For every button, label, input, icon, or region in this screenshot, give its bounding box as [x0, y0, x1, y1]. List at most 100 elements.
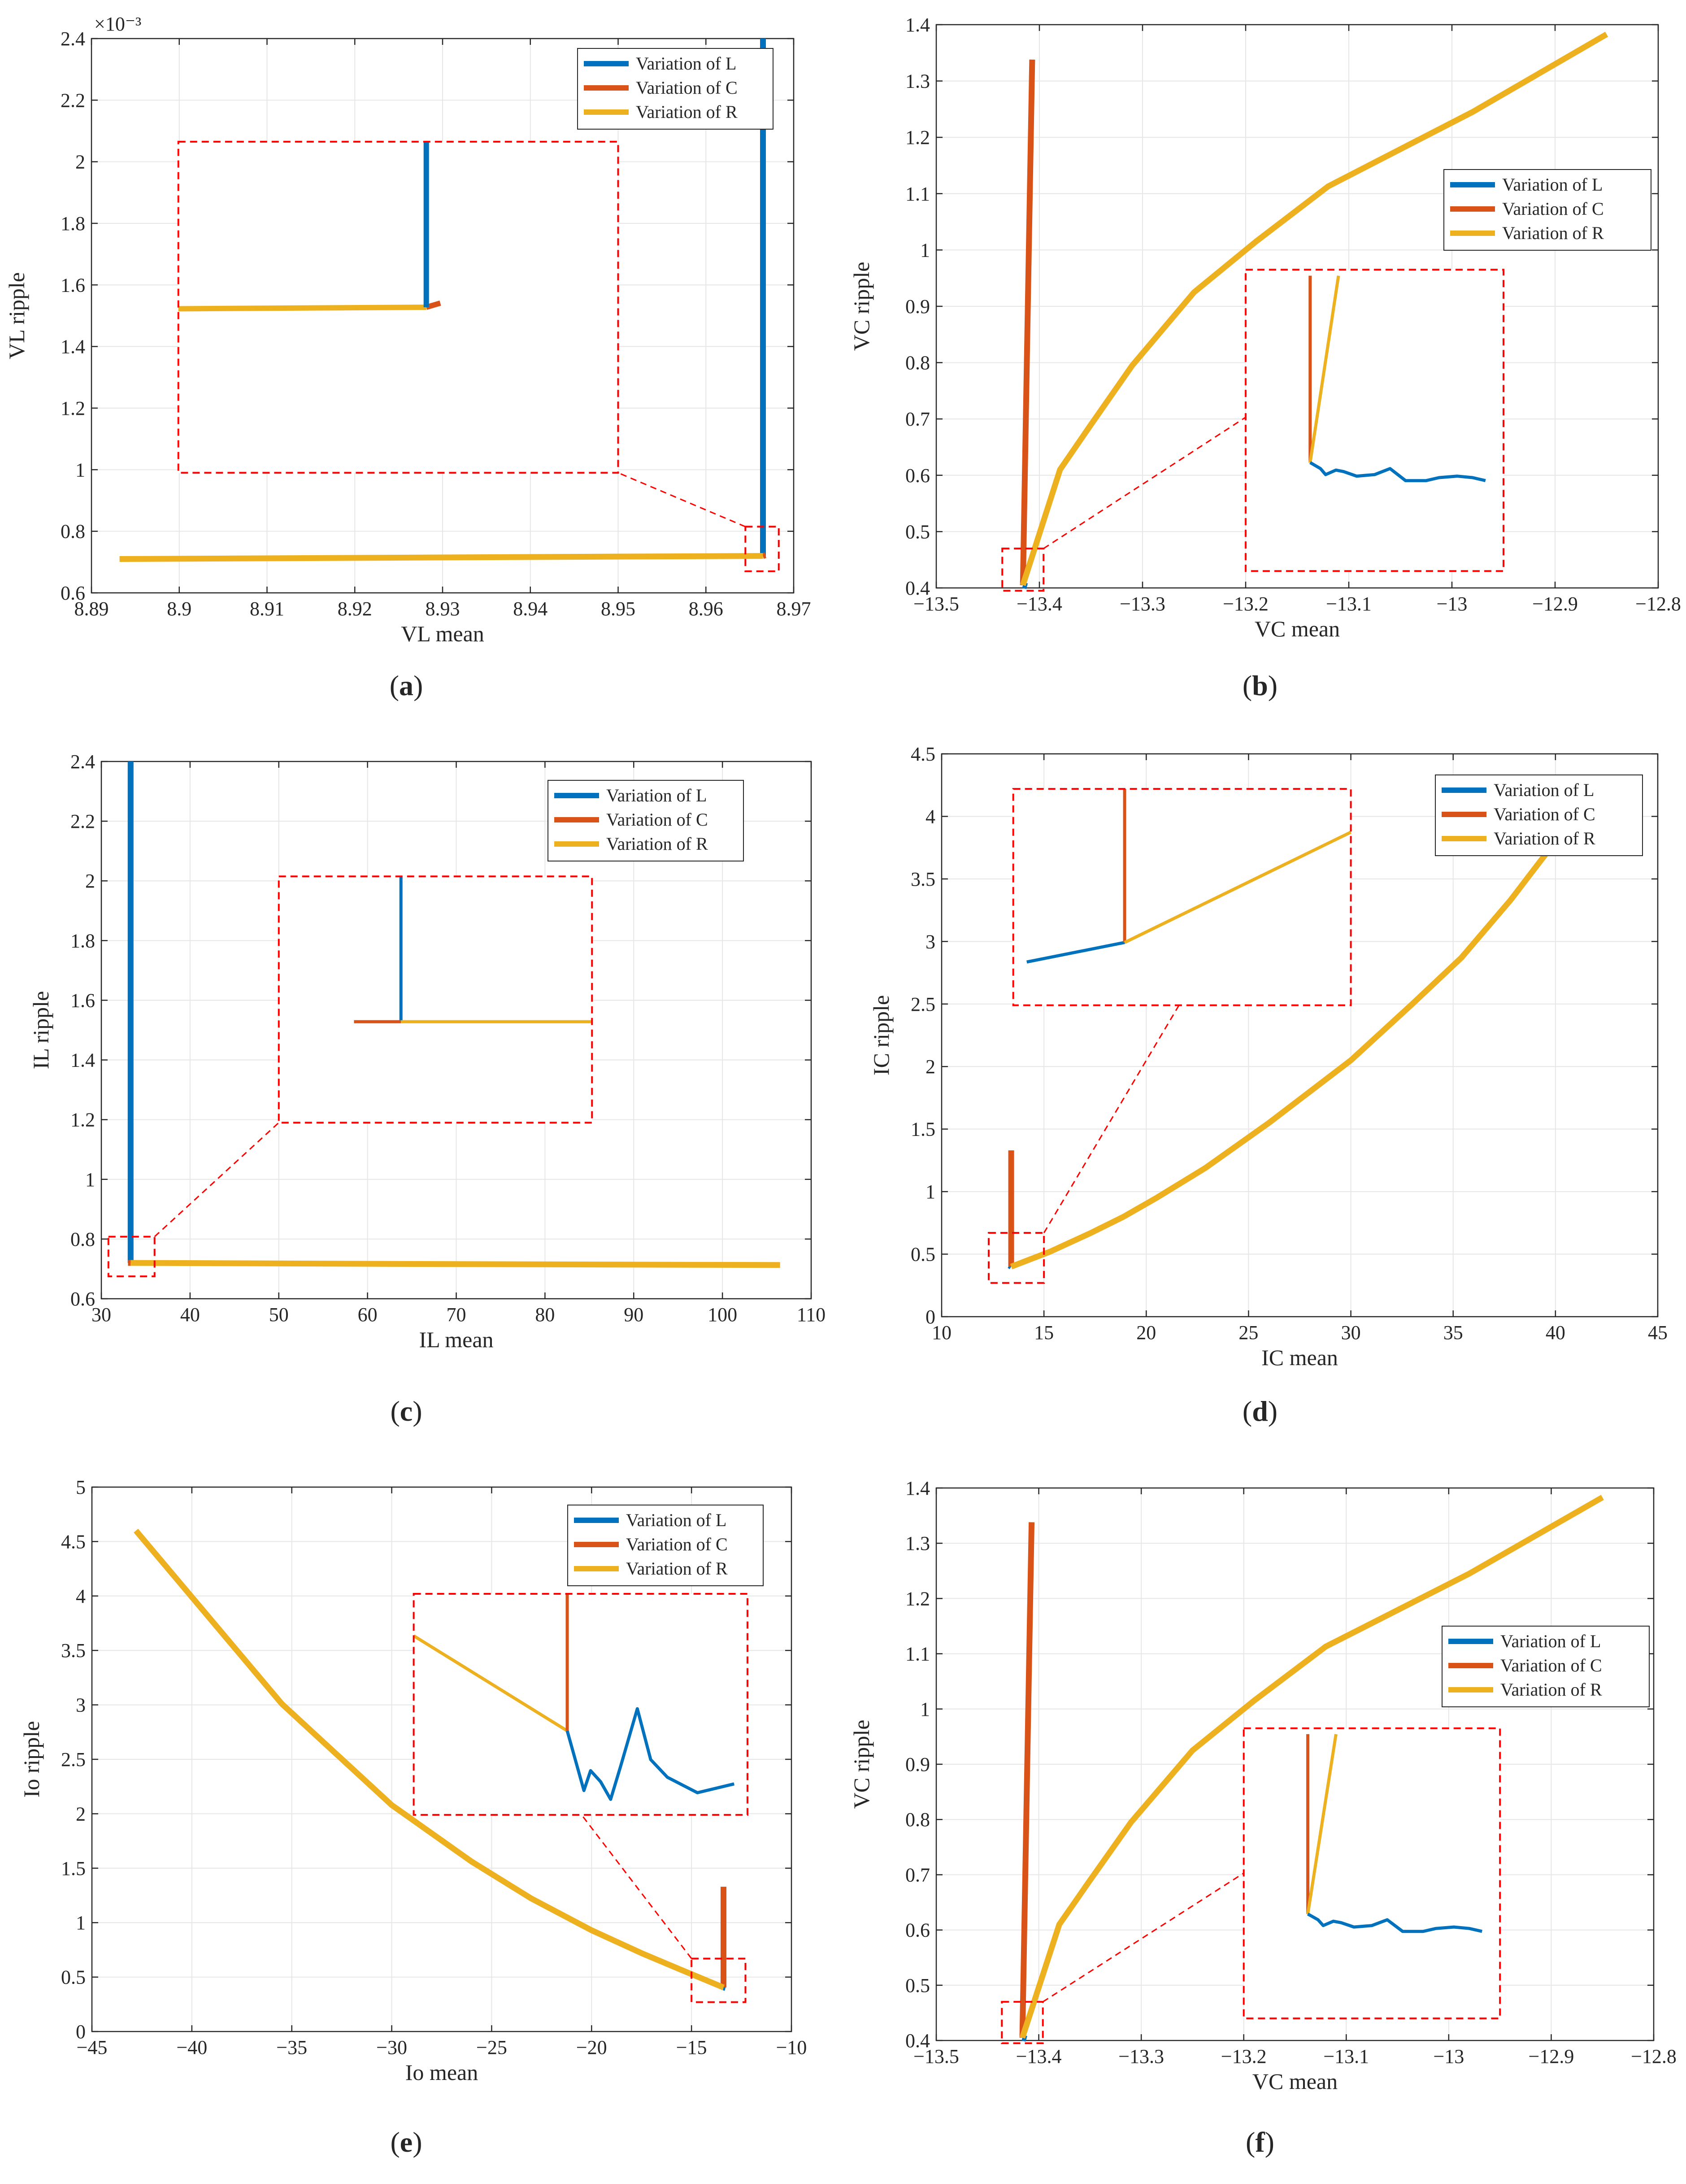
x-tick-label: −40 [176, 2036, 207, 2058]
y-tick-label: 0.4 [905, 2030, 930, 2052]
x-tick-label: −13.4 [1017, 593, 1062, 615]
inset-series-line [1026, 941, 1125, 964]
y-axis-label: IC ripple [869, 995, 894, 1075]
zoom-link-line [1042, 1872, 1244, 2003]
x-tick-label: −13 [1437, 593, 1468, 615]
y-tick-label: 1.2 [61, 397, 85, 419]
inset-series-line [1306, 1734, 1338, 1914]
inset-series-line [1307, 1912, 1482, 1933]
y-tick-label: 1.4 [905, 1477, 930, 1499]
x-tick-label: 8.9 [167, 598, 191, 620]
legend-label: Variation of C [636, 78, 738, 98]
chart-panel-a: 8.89 8.9 8.91 8.92 8.93 8.94 8.95 8.96 8.97 0.6 0.… [4, 13, 811, 701]
x-tick-label: 45 [1648, 1322, 1668, 1344]
series-line-variation-of-c [1019, 1522, 1035, 2038]
legend-label: Variation of L [1502, 174, 1603, 195]
series-line-variation-of-r [1019, 1495, 1604, 2039]
y-tick-label: 3.5 [61, 1640, 86, 1662]
y-tick-label: 0.5 [905, 1975, 930, 1997]
legend: Variation of L Variation of C Variation of… [548, 780, 744, 861]
x-tick-label: 8.97 [777, 598, 811, 620]
y-tick-label: 2.5 [61, 1749, 86, 1771]
legend: Variation of L Variation of C Variation of… [1435, 774, 1643, 856]
y-tick-label: 0.6 [61, 582, 85, 604]
y-tick-label: 1.2 [905, 1588, 930, 1610]
y-tick-label: 3 [76, 1694, 86, 1716]
panel-caption-part: ) [413, 1395, 422, 1427]
x-tick-label: 60 [358, 1304, 378, 1326]
panel-caption-part: d [1252, 1395, 1268, 1427]
x-tick-label: −12.8 [1635, 593, 1681, 615]
x-tick-label: 30 [1341, 1322, 1361, 1344]
y-tick-label: 1 [920, 1698, 930, 1720]
x-tick-label: −12.8 [1631, 2045, 1677, 2067]
y-tick-label: 1.6 [70, 989, 95, 1011]
zoom-inset-box [1012, 788, 1352, 1006]
x-tick-label: −10 [776, 2036, 807, 2058]
x-tick-label: 40 [1546, 1322, 1565, 1344]
x-tick-label: −13 [1433, 2045, 1464, 2067]
y-tick-label: 1.8 [61, 213, 85, 235]
chart-panel-c: 30 40 50 60 70 80 90 100 110 0.6 0.8 1 1.2 1.4 1.6 1.8 2… [28, 751, 826, 1427]
legend-label: Variation of C [1494, 804, 1595, 824]
panel-caption-part: ) [1268, 1395, 1278, 1427]
series-line-variation-of-r [1010, 840, 1558, 1270]
y-tick-label: 0.8 [905, 1809, 930, 1831]
y-axis-label: VC ripple [849, 1720, 874, 1809]
y-tick-label: 0 [76, 2021, 86, 2043]
x-tick-label: −13.2 [1223, 593, 1269, 615]
y-tick-label: 1.2 [905, 126, 930, 148]
y-axis-label: Io ripple [19, 1721, 44, 1798]
x-tick-label: 100 [708, 1304, 737, 1326]
panel-caption-part: ) [1268, 670, 1278, 701]
legend-label: Variation of L [1500, 1631, 1601, 1651]
x-tick-label: 40 [180, 1304, 200, 1326]
x-tick-label: −20 [576, 2036, 607, 2058]
y-tick-label: 1.3 [905, 1532, 930, 1554]
zoom-inset-bg [1013, 789, 1351, 1005]
x-tick-label: 8.89 [74, 598, 109, 620]
zoom-inset-box [1245, 269, 1504, 572]
x-axis-label: IC mean [1261, 1345, 1338, 1370]
x-tick-label: 10 [932, 1322, 952, 1344]
x-tick-label: 20 [1136, 1322, 1156, 1344]
y-tick-label: 1 [920, 239, 930, 261]
y-tick-label: 1.8 [70, 930, 95, 952]
inset-series-line [413, 1634, 568, 1732]
y-tick-label: 2.5 [911, 993, 935, 1015]
chart-panel-e: −45 −40 −35 −30 −25 −20 −15 −10 0 0.5 1 1.5 2 2.5 3 3.5… [19, 1476, 807, 2158]
inset-series-group [178, 142, 441, 312]
panel-caption: (e) [390, 2126, 422, 2158]
y-tick-label: 2.2 [70, 810, 95, 832]
x-axis-label: VL mean [401, 621, 484, 646]
chart-panel-f: −13.5 −13.4 −13.3 −13.2 −13.1 −13 −12.9 −12.8 0.… [849, 1477, 1677, 2158]
series-line-variation-of-r [1020, 31, 1608, 586]
zoom-source-box [744, 526, 780, 572]
y-tick-label: 2 [75, 151, 85, 173]
legend-label: Variation of L [626, 1510, 726, 1530]
panel-caption-part: ( [390, 2126, 400, 2158]
panel-caption: (c) [390, 1395, 422, 1427]
x-tick-label: 35 [1443, 1322, 1463, 1344]
x-tick-label: −30 [376, 2036, 407, 2058]
inset-series-line [1124, 831, 1352, 944]
legend-label: Variation of C [1500, 1655, 1602, 1675]
y-tick-label: 1.4 [61, 336, 85, 358]
y-tick-label: 0 [926, 1306, 935, 1328]
zoom-inset-box [177, 141, 619, 474]
y-tick-label: 1 [85, 1169, 95, 1191]
y-axis-label: VL ripple [4, 272, 29, 359]
legend: Variation of L Variation of C Variation of… [567, 1505, 764, 1586]
x-axis-label: Io mean [405, 2060, 478, 2085]
legend: Variation of L Variation of C Variation of… [1443, 169, 1651, 251]
legend-label: Variation of R [626, 1558, 728, 1579]
legend: Variation of L Variation of C Variation of… [577, 48, 773, 130]
x-tick-label: −35 [276, 2036, 307, 2058]
y-tick-label: 0.5 [61, 1966, 86, 1988]
x-tick-label: −25 [476, 2036, 507, 2058]
x-tick-label: 110 [797, 1304, 826, 1326]
panel-caption: (b) [1243, 670, 1278, 701]
x-tick-label: −13.2 [1221, 2045, 1267, 2067]
legend-label: Variation of R [606, 834, 708, 854]
